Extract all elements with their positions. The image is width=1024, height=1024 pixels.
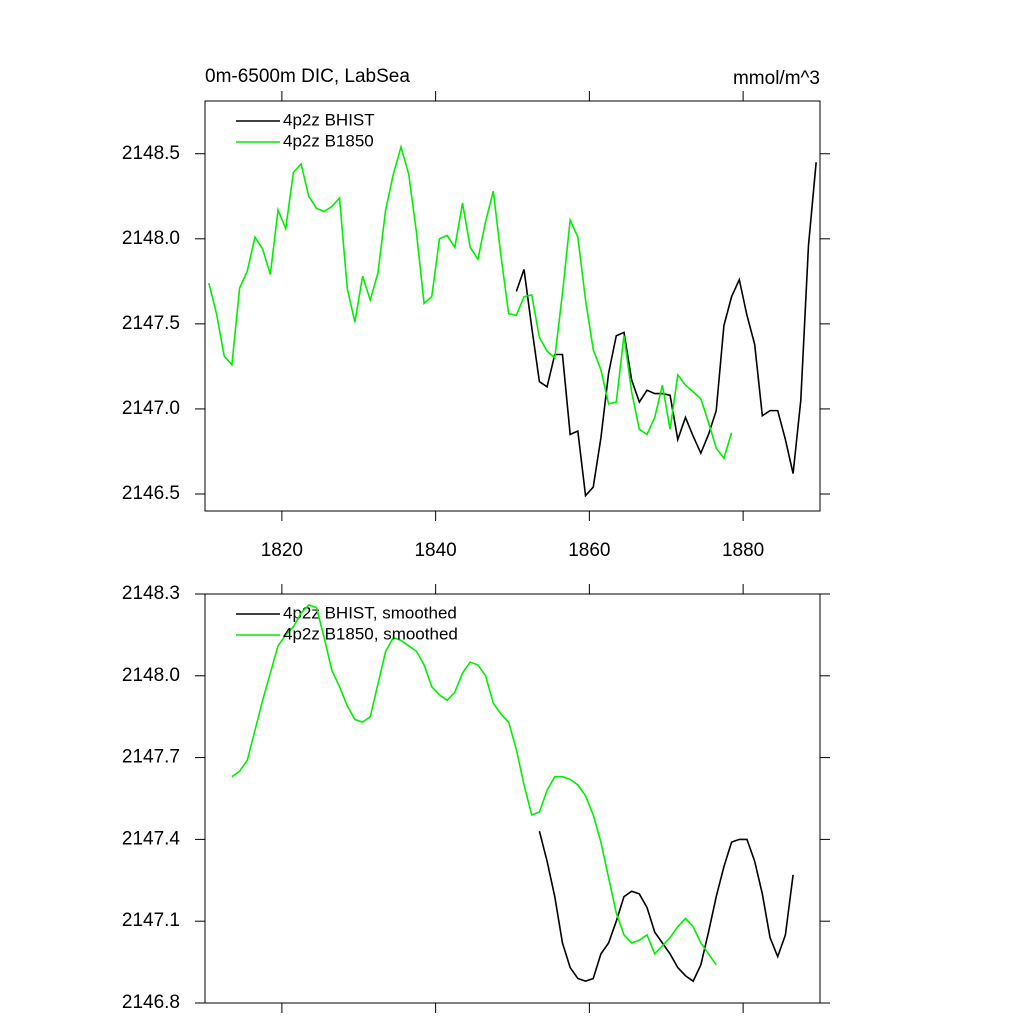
plot-frame [204,593,821,1004]
y-tick-label: 2146.5 [122,483,180,504]
data-line [231,603,717,966]
y-tick-label: 2148.5 [122,143,180,164]
units-label: mmol/m^3 [733,68,820,89]
x-tick-label: 1880 [722,540,764,561]
y-tick-label: 2148.3 [122,583,180,604]
y-tick-label: 2146.8 [122,992,180,1013]
legend-label: 4p2z B1850 [283,131,374,150]
y-tick-label: 2147.5 [122,313,180,334]
x-tick-label: 1840 [414,540,456,561]
data-line [515,162,817,498]
data-line [208,143,733,461]
legend-label: 4p2z BHIST, smoothed [283,603,457,622]
y-tick-label: 2147.4 [122,828,181,849]
chart-title: 0m-6500m DIC, LabSea [205,66,410,87]
x-tick-label: 1860 [568,540,610,561]
y-tick-label: 2147.7 [122,747,180,768]
x-tick-label: 1820 [261,540,303,561]
y-tick-label: 2148.0 [122,228,180,249]
legend-label: 4p2z BHIST [283,110,375,129]
y-tick-label: 2148.0 [122,665,180,686]
legend-label: 4p2z B1850, smoothed [283,624,458,643]
y-tick-label: 2147.0 [122,398,180,419]
plot-frame [204,100,821,512]
y-tick-label: 2147.1 [122,910,180,931]
data-line [538,831,794,983]
